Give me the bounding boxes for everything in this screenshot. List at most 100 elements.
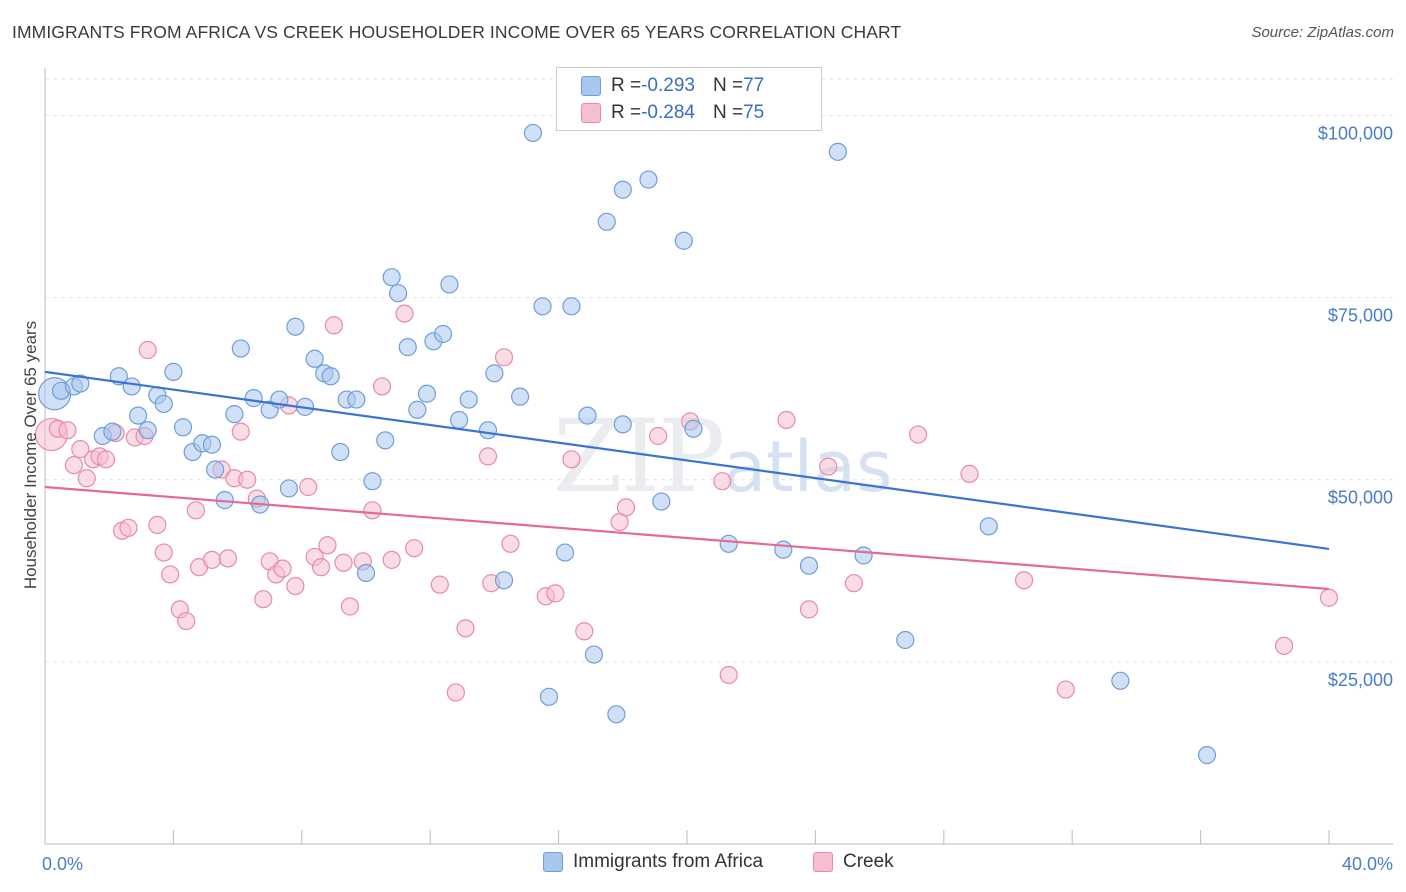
data-point <box>148 515 167 534</box>
x-tick-label-max: 40.0% <box>1342 854 1393 874</box>
data-point <box>979 517 998 536</box>
data-point <box>138 340 157 360</box>
data-point <box>433 324 453 344</box>
data-point <box>71 374 90 393</box>
data-point <box>382 268 401 287</box>
data-point <box>244 389 263 408</box>
data-point <box>684 419 703 438</box>
data-point <box>719 665 738 685</box>
data-point <box>799 556 819 575</box>
x-tick-label-min: 0.0% <box>42 854 83 874</box>
data-point <box>299 477 318 497</box>
data-point <box>363 501 382 520</box>
data-point <box>376 431 395 450</box>
data-point <box>854 546 873 565</box>
data-point <box>459 390 478 409</box>
legend-n-value: 75 <box>743 102 765 123</box>
data-point <box>331 442 350 462</box>
data-point <box>523 123 543 143</box>
data-point <box>177 611 196 631</box>
data-point <box>305 349 324 368</box>
data-point <box>1274 636 1294 655</box>
data-point <box>231 339 250 358</box>
data-point <box>398 338 417 357</box>
data-point <box>225 405 244 424</box>
data-point <box>430 575 449 594</box>
data-point <box>1197 746 1217 765</box>
data-point <box>318 536 337 555</box>
data-point <box>286 317 305 336</box>
data-point <box>578 406 597 425</box>
data-point <box>64 456 83 475</box>
series-swatch-africa <box>543 852 563 872</box>
series-legend: Immigrants from Africa Creek <box>0 851 1406 877</box>
series-legend-africa[interactable]: Immigrants from Africa <box>543 851 763 873</box>
data-point <box>138 421 157 440</box>
trend-lines <box>44 370 1330 591</box>
legend-swatch-creek <box>581 103 601 123</box>
y-tick-labels: $25,000 $50,000 $75,000 $100,000 <box>1318 123 1393 689</box>
data-point <box>340 597 360 616</box>
legend-row-creek: R = -0.284 N = 75 <box>581 100 764 126</box>
legend-r-value: -0.284 <box>641 102 695 123</box>
data-point <box>649 426 668 446</box>
data-point <box>819 457 838 476</box>
data-point <box>1014 571 1034 590</box>
data-point <box>539 687 559 706</box>
series-legend-creek[interactable]: Creek <box>813 851 894 873</box>
data-point <box>719 534 738 553</box>
data-point <box>186 501 205 520</box>
data-point <box>584 645 604 664</box>
data-point <box>202 435 222 454</box>
legend-swatch-africa <box>581 76 601 96</box>
data-point <box>607 705 626 724</box>
data-point <box>494 571 514 590</box>
data-point <box>279 479 299 498</box>
data-point <box>555 543 575 562</box>
y-tick-label: $50,000 <box>1328 488 1393 508</box>
africa-points <box>38 123 1217 765</box>
data-point <box>674 231 693 250</box>
axes <box>44 68 1393 845</box>
data-point <box>575 622 594 641</box>
data-point <box>613 180 632 199</box>
data-point <box>356 563 376 583</box>
data-point <box>417 384 437 403</box>
data-point <box>478 447 498 466</box>
data-point <box>546 584 565 603</box>
data-point <box>844 574 864 593</box>
data-point <box>639 170 658 189</box>
data-point <box>405 539 424 558</box>
data-point <box>382 550 401 569</box>
data-point <box>395 304 414 323</box>
data-point <box>562 297 581 316</box>
y-tick-label: $100,000 <box>1318 123 1393 143</box>
data-point <box>77 469 96 488</box>
grid-lines <box>45 78 1393 663</box>
data-point <box>71 440 90 459</box>
legend-n-value: 77 <box>743 75 765 96</box>
data-point <box>799 600 819 619</box>
data-point <box>122 377 141 396</box>
x-tick-marks <box>44 830 1330 844</box>
legend-row-africa: R = -0.293 N = 77 <box>581 73 764 99</box>
data-point <box>616 498 636 517</box>
data-point <box>613 415 632 434</box>
data-point <box>485 364 504 383</box>
data-point <box>96 450 116 469</box>
data-point <box>58 421 77 440</box>
data-point <box>1319 588 1339 607</box>
stats-legend: R = -0.293 N = 77 R = -0.284 N = 75 <box>556 67 822 131</box>
data-point <box>774 540 793 559</box>
data-point <box>321 367 340 386</box>
data-point <box>363 472 382 491</box>
data-point <box>311 558 331 577</box>
y-tick-label: $25,000 <box>1328 670 1393 690</box>
data-point <box>218 549 238 568</box>
data-point <box>103 422 122 441</box>
data-point <box>119 518 138 537</box>
legend-n-label: N = <box>712 75 744 96</box>
data-point <box>597 212 616 231</box>
data-point <box>456 619 475 638</box>
